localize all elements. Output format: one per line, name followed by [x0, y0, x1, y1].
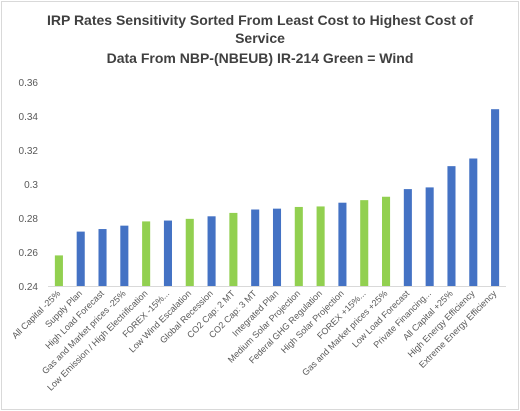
y-tick-label: 0.32: [19, 146, 39, 157]
bar: [491, 109, 500, 286]
bar: [338, 202, 347, 286]
bar: [360, 200, 369, 286]
bar: [403, 189, 412, 286]
bar: [294, 206, 303, 286]
y-tick-label: 0.36: [19, 78, 39, 89]
chart-subtitle: Data From NBP-(NBEUB) IR-214 Green = Win…: [106, 50, 414, 66]
bar: [447, 166, 456, 286]
bar: [185, 218, 194, 286]
bar: [316, 206, 325, 286]
chart-title-line-1: IRP Rates Sensitivity Sorted From Least …: [46, 12, 474, 28]
bar: [76, 231, 85, 286]
y-tick-label: 0.34: [19, 112, 39, 123]
bar: [163, 220, 172, 286]
y-tick-label: 0.24: [19, 282, 39, 293]
bar: [272, 208, 282, 286]
bar: [120, 225, 129, 286]
y-tick-label: 0.26: [19, 248, 39, 259]
bar: [469, 158, 478, 286]
bar: [251, 209, 260, 286]
bar: [54, 255, 63, 286]
bar: [382, 196, 391, 286]
bar: [142, 221, 151, 286]
y-tick-label: 0.3: [24, 180, 38, 191]
y-tick-label: 0.28: [19, 214, 39, 225]
bar: [425, 187, 434, 286]
bar: [98, 229, 107, 286]
chart-title-line-2: Service: [235, 30, 285, 46]
bar: [229, 212, 238, 286]
bar: [207, 216, 216, 286]
